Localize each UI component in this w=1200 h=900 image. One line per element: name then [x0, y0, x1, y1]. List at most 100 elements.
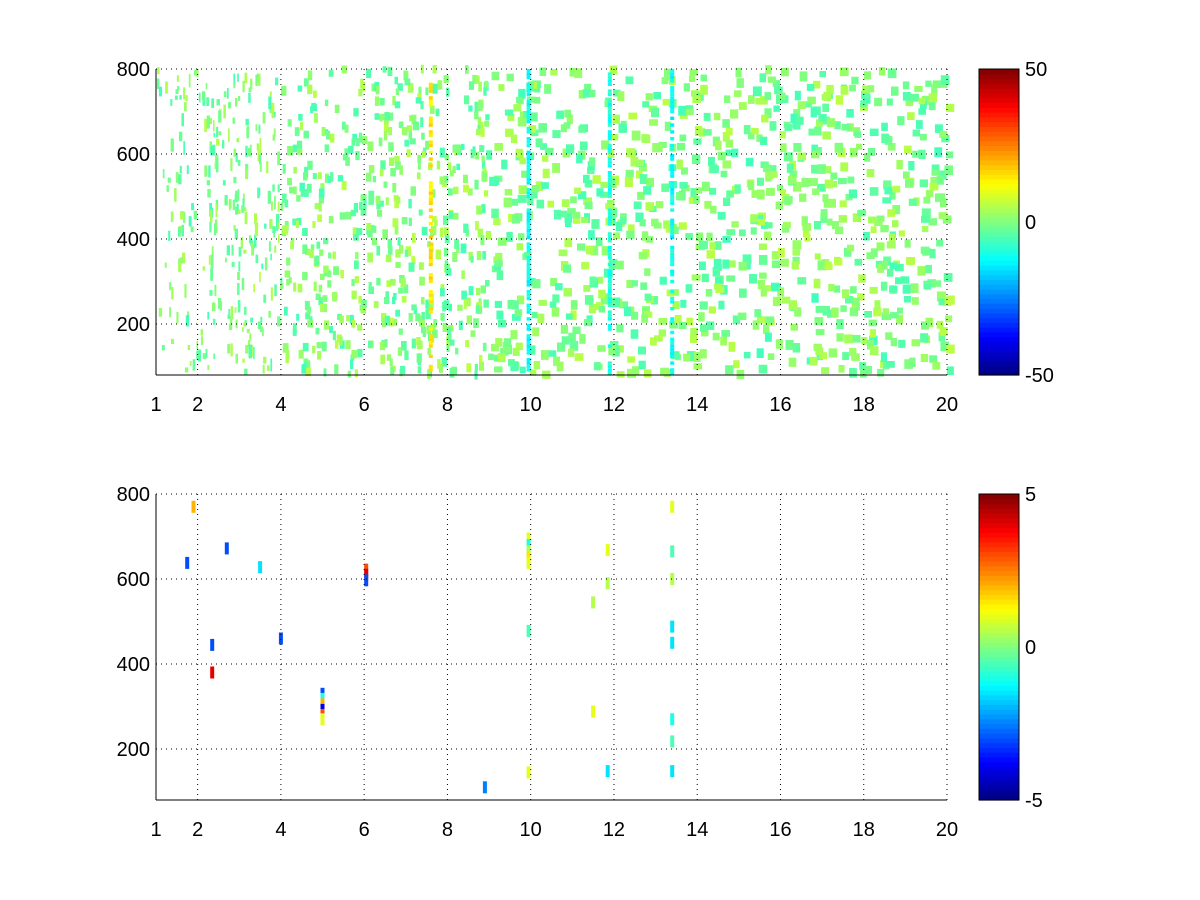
- heatmap-cell: [598, 289, 606, 299]
- heatmap-cell: [474, 151, 480, 160]
- heatmap-cell: [748, 95, 755, 104]
- heatmap-cell: [393, 318, 397, 326]
- stripe-cell: [428, 276, 433, 280]
- heatmap-cell: [242, 80, 245, 93]
- colorbar-step: [979, 517, 1019, 524]
- heatmap-cell: [306, 306, 312, 314]
- colorbar-step: [979, 355, 1019, 362]
- heatmap-cell: [930, 176, 939, 184]
- heatmap-cell: [280, 283, 284, 289]
- colorbar-step: [979, 116, 1019, 123]
- heatmap-cell: [669, 321, 679, 329]
- stripe-cell: [670, 86, 675, 90]
- heatmap-cell: [354, 369, 358, 378]
- heatmap-cell: [756, 348, 764, 358]
- heatmap-cell: [480, 121, 484, 132]
- heatmap-cell: [764, 108, 772, 119]
- heatmap-cell: [790, 113, 798, 124]
- heatmap-cell: [670, 735, 675, 748]
- stripe-cell: [670, 337, 675, 341]
- heatmap-cell: [799, 193, 807, 202]
- heatmap-cell: [898, 339, 906, 348]
- heatmap-cell: [887, 143, 896, 151]
- heatmap-cell: [319, 249, 324, 256]
- colorbar-step: [979, 202, 1019, 209]
- heatmap-cell: [205, 83, 208, 90]
- colorbar-step: [979, 274, 1019, 280]
- heatmap-cell: [769, 165, 777, 174]
- heatmap-cell: [526, 96, 536, 103]
- heatmap-cell: [481, 172, 488, 182]
- heatmap-cell: [430, 323, 436, 332]
- heatmap-cell: [484, 120, 489, 127]
- heatmap-cell: [888, 233, 896, 243]
- heatmap-cell: [734, 184, 741, 194]
- stripe-cell: [670, 256, 675, 260]
- heatmap-cell: [243, 207, 247, 212]
- heatmap-cell: [186, 165, 189, 175]
- heatmap-cell: [792, 240, 802, 250]
- heatmap-cell: [231, 244, 234, 256]
- heatmap-cell: [280, 202, 284, 211]
- heatmap-cell: [921, 216, 930, 223]
- heatmap-cell: [712, 332, 720, 341]
- heatmap-cell: [282, 343, 289, 353]
- heatmap-cell: [789, 170, 798, 178]
- heatmap-cell: [939, 327, 948, 336]
- heatmap-cell: [939, 170, 947, 180]
- stripe-cell: [526, 109, 531, 114]
- heatmap-cell: [663, 369, 671, 377]
- colorbar-step: [979, 140, 1019, 147]
- heatmap-cell: [864, 311, 872, 318]
- heatmap-cell: [250, 317, 253, 323]
- heatmap-cell: [925, 80, 932, 87]
- heatmap-cell: [931, 164, 940, 172]
- heatmap-cell: [699, 301, 708, 310]
- heatmap-cell: [852, 297, 860, 307]
- stripe-cell: [670, 344, 675, 348]
- heatmap-cell: [751, 190, 760, 198]
- heatmap-cell: [324, 144, 330, 153]
- heatmap-cell: [750, 214, 758, 222]
- heatmap-cell: [213, 223, 216, 236]
- stripe-cell: [670, 92, 675, 97]
- heatmap-cell: [618, 123, 627, 133]
- stripe-cell: [428, 120, 433, 124]
- heatmap-cell: [650, 296, 658, 305]
- stripe-cell: [670, 109, 675, 114]
- colorbar-step: [979, 260, 1019, 266]
- stripe-cell: [526, 120, 531, 124]
- heatmap-cell: [574, 187, 581, 194]
- heatmap-cell: [631, 130, 641, 141]
- heatmap-cell: [874, 300, 881, 310]
- stripe-cell: [428, 252, 433, 256]
- heatmap-cell: [229, 199, 231, 211]
- heatmap-cell: [862, 85, 870, 93]
- heatmap-cell: [235, 353, 238, 364]
- stripe-cell: [670, 290, 675, 294]
- heatmap-cell: [384, 297, 390, 304]
- heatmap-cell: [820, 213, 828, 223]
- heatmap-cell: [517, 117, 527, 127]
- heatmap-cell: [701, 273, 709, 283]
- heatmap-cell: [416, 353, 422, 363]
- heatmap-cell: [479, 354, 483, 363]
- heatmap-cell: [869, 187, 879, 196]
- colorbar-step: [979, 608, 1019, 615]
- heatmap-cell: [849, 286, 857, 294]
- heatmap-cell: [723, 197, 731, 206]
- heatmap-cell: [854, 258, 863, 266]
- heatmap-cell: [293, 282, 297, 292]
- heatmap-cell: [728, 341, 736, 352]
- heatmap-cell: [422, 328, 426, 337]
- heatmap-cell: [261, 263, 264, 269]
- heatmap-cell: [861, 90, 870, 99]
- heatmap-cell: [488, 353, 494, 360]
- heatmap-cell: [617, 91, 625, 102]
- heatmap-cell: [584, 83, 592, 93]
- heatmap-cell: [734, 90, 742, 97]
- heatmap-cell: [397, 237, 401, 246]
- heatmap-cell: [368, 340, 373, 348]
- colorbar-step: [979, 761, 1019, 768]
- heatmap-cell: [504, 189, 513, 196]
